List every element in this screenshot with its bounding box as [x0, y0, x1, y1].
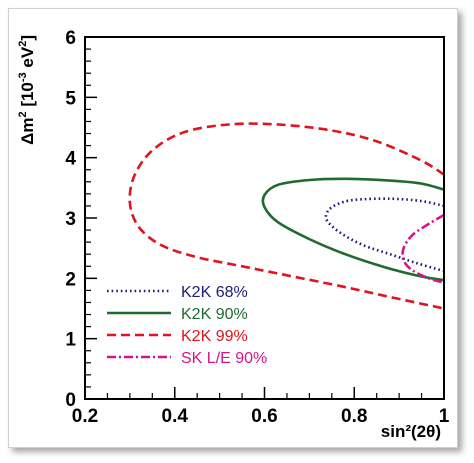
legend-label: K2K 99%	[181, 328, 248, 345]
y-tick-label: 6	[65, 28, 76, 49]
plot-area	[85, 37, 444, 399]
figure-frame: 0.2 0.4 0.6 0.8 1 0 1 2 3 4 5 6 K2K 68% K2K 90% K2K 9…	[8, 8, 458, 448]
series-line	[401, 213, 444, 284]
series-line	[128, 122, 444, 310]
y-tick-label: 0	[65, 390, 76, 411]
x-tick-label: 1	[439, 406, 450, 427]
legend-label: K2K 68%	[181, 284, 248, 301]
legend-label: SK L/E 90%	[181, 350, 267, 367]
legend-label: K2K 90%	[181, 306, 248, 323]
x-tick-label: 0.6	[251, 406, 277, 427]
x-tick-label: 0.2	[72, 406, 98, 427]
series-line	[324, 197, 444, 273]
y-axis-label: Δm2 [10-3 eV2]	[17, 35, 37, 145]
y-tick-label: 3	[65, 209, 76, 230]
x-tick-label: 0.4	[162, 406, 189, 427]
x-tick-label: 0.8	[341, 406, 367, 427]
y-tick-label: 5	[65, 88, 76, 109]
y-tick-label: 2	[65, 269, 76, 290]
x-axis-label: sin²(2θ)	[381, 422, 441, 441]
chart: 0.2 0.4 0.6 0.8 1 0 1 2 3 4 5 6 K2K 68% K2K 90% K2K 9…	[17, 28, 450, 441]
y-tick-label: 1	[65, 330, 76, 351]
series-line	[261, 177, 444, 282]
y-tick-label: 4	[65, 149, 76, 170]
